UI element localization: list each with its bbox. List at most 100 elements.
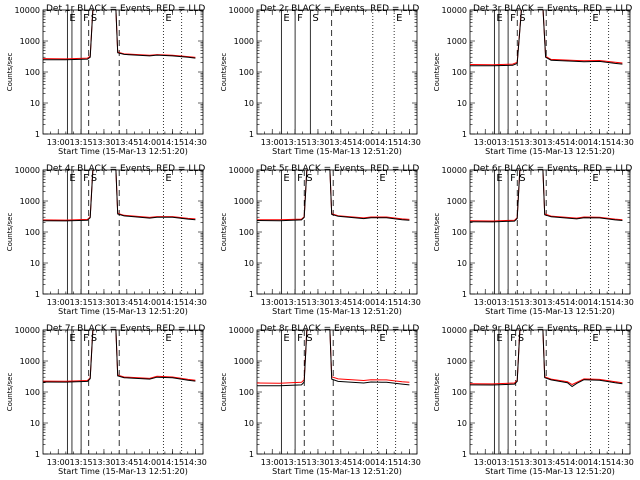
- y-tick-label: 1: [35, 130, 40, 139]
- x-tick-label: 13:00: [474, 458, 497, 467]
- events-series-line: [43, 170, 196, 222]
- events-series-line: [470, 10, 623, 67]
- x-tick-label: 13:30: [519, 458, 542, 467]
- y-tick-label: 10: [244, 259, 254, 268]
- x-tick-label: 13:00: [261, 458, 284, 467]
- y-axis-label: Counts/sec: [220, 373, 228, 412]
- x-tick-label: 14:30: [611, 138, 634, 147]
- event-marker-label: E: [69, 333, 75, 344]
- event-marker-label: F: [83, 13, 89, 24]
- event-marker-label: E: [379, 333, 385, 344]
- panel-title: Det 6r BLACK = Events, RED = LLD: [473, 164, 632, 174]
- panel-title: Det 1r BLACK = Events, RED = LLD: [46, 4, 205, 14]
- y-tick-label: 10: [457, 259, 467, 268]
- x-tick-label: 13:45: [115, 298, 138, 307]
- x-tick-label: 14:30: [398, 458, 421, 467]
- x-tick-label: 14:15: [161, 298, 184, 307]
- x-tick-label: 13:15: [497, 298, 520, 307]
- x-axis-label: Start Time (15-Mar-13 12:51:20): [485, 147, 615, 156]
- x-tick-label: 13:00: [47, 138, 70, 147]
- x-tick-label: 13:00: [261, 138, 284, 147]
- x-tick-label: 14:00: [138, 298, 161, 307]
- event-marker-label: S: [519, 13, 525, 24]
- y-tick-label: 1: [249, 290, 254, 299]
- event-marker-label: E: [165, 333, 171, 344]
- y-tick-label: 10: [244, 99, 254, 108]
- x-tick-label: 13:30: [306, 138, 329, 147]
- event-marker-label: E: [592, 173, 598, 184]
- y-tick-label: 1: [462, 130, 467, 139]
- event-marker-label: S: [306, 173, 312, 184]
- y-tick-label: 10000: [229, 6, 254, 15]
- chart-panel: Det 4r BLACK = Events, RED = LLD 1 10 100 10…: [6, 164, 207, 316]
- x-tick-label: 14:15: [161, 458, 184, 467]
- y-tick-label: 1000: [234, 197, 254, 206]
- y-tick-label: 10: [30, 259, 40, 268]
- x-tick-label: 13:30: [519, 298, 542, 307]
- y-tick-label: 100: [239, 228, 254, 237]
- x-tick-label: 13:15: [70, 458, 93, 467]
- y-tick-label: 10: [30, 419, 40, 428]
- x-axis-label: Start Time (15-Mar-13 12:51:20): [272, 307, 402, 316]
- x-tick-label: 14:00: [138, 138, 161, 147]
- events-series-line: [470, 330, 623, 388]
- chart-panel: Det 2r BLACK = Events, RED = LLD 1 10 100 10…: [220, 4, 421, 156]
- x-tick-label: 13:45: [115, 138, 138, 147]
- chart-panel: Det 1r BLACK = Events, RED = LLD 1 10 100 10…: [6, 4, 207, 156]
- panel-title: Det 8r BLACK = Events, RED = LLD: [260, 324, 419, 334]
- event-marker-label: E: [496, 333, 502, 344]
- panel-title: Det 2r BLACK = Events, RED = LLD: [260, 4, 419, 14]
- y-tick-label: 1000: [234, 357, 254, 366]
- x-tick-label: 14:15: [375, 298, 398, 307]
- panel-title: Det 3r BLACK = Events, RED = LLD: [473, 4, 632, 14]
- x-axis-label: Start Time (15-Mar-13 12:51:20): [485, 467, 615, 476]
- x-tick-label: 13:30: [92, 298, 115, 307]
- x-tick-label: 13:15: [284, 298, 307, 307]
- event-marker-label: S: [306, 333, 312, 344]
- x-tick-label: 14:00: [138, 458, 161, 467]
- y-tick-label: 10000: [229, 326, 254, 335]
- y-tick-label: 10: [457, 99, 467, 108]
- panel-title: Det 4r BLACK = Events, RED = LLD: [46, 164, 205, 174]
- x-tick-label: 14:00: [352, 458, 375, 467]
- event-marker-label: F: [510, 13, 516, 24]
- y-tick-label: 100: [239, 68, 254, 77]
- y-tick-label: 10: [244, 419, 254, 428]
- x-axis-label: Start Time (15-Mar-13 12:51:20): [58, 147, 188, 156]
- x-axis-label: Start Time (15-Mar-13 12:51:20): [272, 467, 402, 476]
- x-tick-label: 14:30: [611, 298, 634, 307]
- event-marker-label: F: [510, 333, 516, 344]
- x-tick-label: 13:30: [92, 458, 115, 467]
- y-tick-label: 10: [457, 419, 467, 428]
- y-tick-label: 1000: [447, 197, 467, 206]
- y-axis-label: Counts/sec: [220, 53, 228, 92]
- x-tick-label: 14:00: [565, 298, 588, 307]
- y-tick-label: 1000: [20, 37, 40, 46]
- events-series-line: [470, 170, 623, 223]
- y-tick-label: 10000: [442, 326, 467, 335]
- y-tick-label: 10000: [442, 6, 467, 15]
- panel-title: Det 5r BLACK = Events, RED = LLD: [260, 164, 419, 174]
- event-marker-label: E: [69, 13, 75, 24]
- x-tick-label: 14:15: [588, 298, 611, 307]
- panel-title: Det 7r BLACK = Events, RED = LLD: [46, 324, 205, 334]
- x-tick-label: 13:00: [47, 458, 70, 467]
- y-tick-label: 100: [25, 388, 40, 397]
- y-tick-label: 1000: [234, 37, 254, 46]
- x-tick-label: 13:30: [519, 138, 542, 147]
- chart-panel: Det 6r BLACK = Events, RED = LLD 1 10 100 10…: [433, 164, 634, 316]
- x-tick-label: 14:15: [588, 458, 611, 467]
- panel-title: Det 9r BLACK = Events, RED = LLD: [473, 324, 632, 334]
- x-tick-label: 13:45: [329, 298, 352, 307]
- y-tick-label: 100: [239, 388, 254, 397]
- y-tick-label: 1000: [20, 357, 40, 366]
- y-axis-label: Counts/sec: [6, 373, 14, 412]
- x-tick-label: 14:15: [161, 138, 184, 147]
- x-axis-label: Start Time (15-Mar-13 12:51:20): [272, 147, 402, 156]
- y-tick-label: 1: [462, 450, 467, 459]
- chart-panel: Det 8r BLACK = Events, RED = LLD 1 10 100 10…: [220, 324, 421, 476]
- x-tick-label: 14:30: [184, 298, 207, 307]
- x-tick-label: 14:30: [398, 138, 421, 147]
- y-tick-label: 100: [452, 68, 467, 77]
- lld-series-line: [470, 330, 623, 386]
